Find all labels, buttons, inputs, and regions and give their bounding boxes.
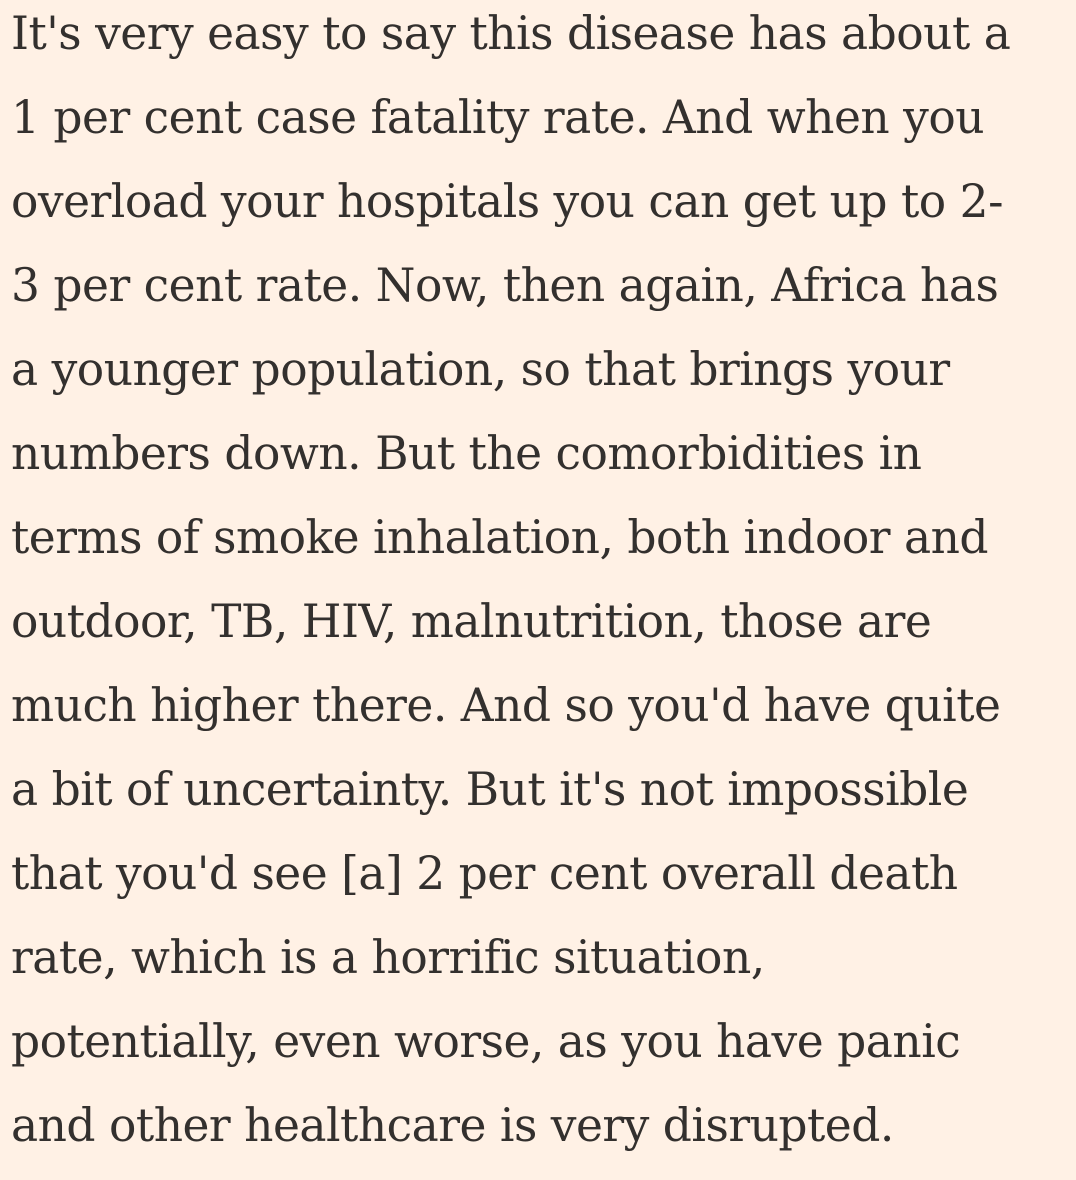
paragraph-line-14: and other healthcare is very disrupted.: [11, 1099, 894, 1152]
paragraph-line-2: 1 per cent case fatality rate. And when …: [11, 91, 985, 144]
paragraph-line-5: a younger population, so that brings you…: [11, 343, 950, 396]
paragraph-line-12: rate, which is a horrific situation,: [11, 931, 765, 984]
paragraph-line-6: numbers down. But the comorbidities in: [11, 427, 922, 480]
paragraph-line-4: 3 per cent rate. Now, then again, Africa…: [11, 259, 999, 312]
paragraph-line-8: outdoor, TB, HIV, malnutrition, those ar…: [11, 595, 932, 648]
paragraph-line-7: terms of smoke inhalation, both indoor a…: [11, 511, 989, 564]
paragraph-line-1: It's very easy to say this disease has a…: [11, 7, 1011, 60]
paragraph-line-11: that you'd see [a] 2 per cent overall de…: [11, 847, 958, 900]
paragraph-line-9: much higher there. And so you'd have qui…: [11, 679, 1001, 732]
paragraph-line-3: overload your hospitals you can get up t…: [11, 175, 1003, 228]
paragraph-line-13: potentially, even worse, as you have pan…: [11, 1015, 961, 1068]
paragraph-line-10: a bit of uncertainty. But it's not impos…: [11, 763, 969, 816]
